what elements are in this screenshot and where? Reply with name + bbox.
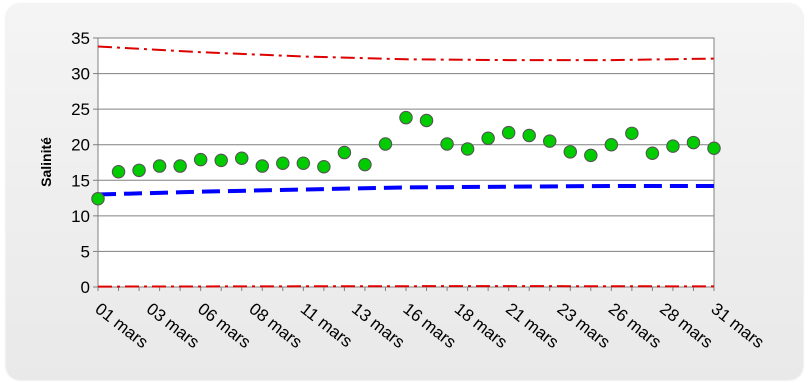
observation-point-4: [173, 159, 187, 173]
observation-point-28: [666, 139, 680, 153]
x-tick-label-6: 16 mars: [400, 299, 460, 352]
x-tick-label-11: 28 mars: [656, 299, 716, 352]
observation-point-12: [337, 145, 352, 160]
y-axis-label: Salinité: [38, 137, 54, 187]
upper-envelope-line: [97, 45, 715, 62]
observation-point-26: [625, 126, 639, 141]
gridlines: [98, 73, 714, 252]
x-tick-label-0: 01 mars: [92, 299, 152, 352]
x-tick-label-4: 11 mars: [297, 299, 356, 351]
observation-point-17: [440, 137, 454, 151]
y-tick-label-15: 15: [71, 171, 90, 190]
x-tick-label-9: 23 mars: [554, 299, 614, 352]
observation-point-18: [460, 142, 475, 156]
y-tick-label-5: 5: [81, 242, 90, 261]
x-tick-label-3: 08 mars: [246, 299, 306, 352]
observation-point-7: [234, 151, 249, 165]
observation-point-19: [481, 131, 495, 146]
y-axis-ticks: 0 5 10 15 20 25 30 35: [71, 29, 98, 297]
plot-area: [97, 37, 715, 288]
lower-envelope-line: [97, 285, 715, 288]
observation-point-10: [296, 156, 311, 170]
observation-point-8: [255, 159, 270, 173]
observation-point-5: [193, 152, 208, 167]
y-tick-label-30: 30: [71, 65, 90, 84]
x-tick-label-7: 18 mars: [451, 299, 511, 352]
observation-point-9: [276, 156, 290, 170]
observation-point-13: [358, 157, 372, 172]
observation-point-16: [419, 113, 434, 128]
x-tick-label-2: 06 mars: [194, 299, 254, 352]
y-tick-label-35: 35: [71, 29, 90, 48]
y-tick-label-10: 10: [71, 207, 90, 226]
series-lines: [97, 45, 715, 288]
y-tick-label-20: 20: [71, 136, 90, 155]
x-tick-label-5: 13 mars: [348, 299, 408, 352]
observation-point-6: [214, 153, 228, 168]
x-tick-label-8: 21 mars: [502, 299, 562, 352]
x-tick-label-12: 31 mars: [708, 299, 768, 352]
observation-point-30: [707, 141, 721, 156]
x-tick-label-1: 03 mars: [143, 299, 203, 352]
observation-point-29: [686, 135, 701, 150]
observation-point-24: [584, 148, 598, 163]
observation-point-23: [563, 145, 578, 159]
observation-point-27: [645, 146, 660, 161]
y-tick-label-25: 25: [71, 100, 90, 119]
observation-point-25: [604, 137, 619, 152]
observation-point-15: [399, 110, 413, 125]
observation-point-11: [317, 160, 331, 174]
observation-point-22: [542, 134, 557, 148]
observation-point-1: [111, 164, 126, 179]
x-tick-label-10: 26 mars: [605, 299, 665, 352]
observation-point-14: [378, 137, 393, 151]
observation-point-2: [132, 163, 146, 178]
observation-point-0: [91, 192, 105, 206]
observation-point-20: [501, 125, 516, 140]
y-tick-label-0: 0: [81, 278, 90, 297]
series-points: [91, 110, 721, 206]
observation-point-3: [152, 159, 167, 173]
observation-point-21: [522, 128, 536, 143]
